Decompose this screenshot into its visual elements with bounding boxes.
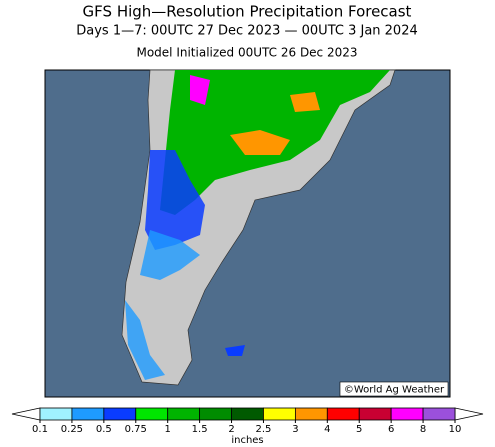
arrow-left	[11, 407, 41, 421]
tick-label: 0.5	[96, 424, 112, 435]
tick-label: 5	[356, 424, 362, 435]
initialized: Model Initialized 00UTC 26 Dec 2023	[136, 46, 357, 60]
rain-orange-2	[290, 92, 320, 112]
tick-label: 1	[165, 424, 171, 435]
color-bin	[326, 407, 360, 421]
rain-orange	[230, 130, 290, 155]
tick-label: 0.1	[32, 424, 48, 435]
rain-south	[125, 300, 165, 380]
tick-label: 0.75	[125, 424, 147, 435]
credit: ©World Ag Weather	[344, 385, 445, 396]
color-bin	[263, 407, 296, 421]
color-bin	[422, 407, 456, 421]
islands	[225, 345, 245, 356]
color-bin	[167, 407, 201, 421]
tick-label: 6	[388, 424, 394, 435]
color-bin	[199, 407, 232, 421]
color-bin	[390, 407, 424, 421]
rain-light	[140, 230, 200, 280]
subtitle: Days 1—7: 00UTC 27 Dec 2023 — 00UTC 3 Ja…	[76, 24, 418, 39]
tick-label: 1.5	[192, 424, 208, 435]
color-bin	[39, 407, 73, 421]
colorbar: 0.1 0.25 0.5 0.75 1 1.5 2 2.5 3 4 5 6 8 10 inches	[11, 407, 484, 446]
rain-magenta	[190, 75, 210, 105]
unit-label: inches	[231, 435, 263, 446]
color-bin	[294, 407, 328, 421]
tick-label: 2.5	[256, 424, 272, 435]
title: GFS High—Resolution Precipitation Foreca…	[83, 3, 412, 21]
map: ©World Ag Weather	[44, 69, 451, 398]
tick-label: 0.25	[61, 424, 83, 435]
tick-label: 3	[292, 424, 298, 435]
color-bin	[231, 407, 264, 421]
tick-label: 10	[449, 424, 462, 435]
tick-label: 4	[324, 424, 330, 435]
tick-label: 2	[228, 424, 234, 435]
color-bin	[71, 407, 105, 421]
credit-box	[339, 381, 449, 397]
color-bin	[103, 407, 137, 421]
color-bin	[358, 407, 392, 421]
arrow-right	[454, 407, 484, 421]
rain-blue	[145, 150, 205, 250]
color-bin	[135, 407, 169, 421]
tick-label: 8	[420, 424, 426, 435]
